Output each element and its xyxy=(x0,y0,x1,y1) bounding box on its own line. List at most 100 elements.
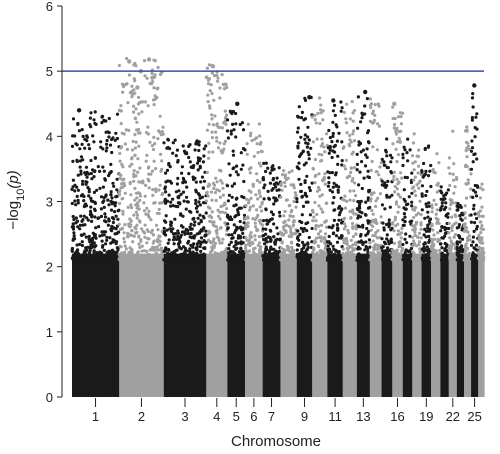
snp-point xyxy=(313,113,317,117)
snp-point xyxy=(128,225,132,229)
snp-point xyxy=(86,218,90,222)
snp-point xyxy=(106,198,110,202)
snp-point xyxy=(106,223,110,227)
snp-point xyxy=(264,257,268,262)
snp-point xyxy=(457,234,461,239)
snp-point xyxy=(290,245,294,250)
chromosome-15-points xyxy=(380,137,394,397)
snp-point xyxy=(151,147,156,152)
snp-point xyxy=(154,187,158,191)
snp-point xyxy=(122,255,126,259)
snp-point xyxy=(273,199,277,203)
snp-point xyxy=(167,248,171,252)
snp-point xyxy=(386,246,390,250)
snp-point xyxy=(246,122,250,126)
chromosome-17-points xyxy=(401,137,414,397)
snp-point xyxy=(155,87,159,91)
snp-point xyxy=(415,244,419,248)
snp-point xyxy=(119,104,123,108)
snp-point xyxy=(301,149,305,153)
snp-point xyxy=(393,127,397,131)
snp-point xyxy=(391,178,396,182)
snp-point xyxy=(151,245,155,249)
snp-point xyxy=(369,168,373,172)
snp-point xyxy=(419,221,423,225)
snp-point xyxy=(79,155,84,159)
snp-point xyxy=(128,91,132,95)
snp-point xyxy=(410,235,414,239)
snp-point xyxy=(196,253,200,257)
snp-point xyxy=(331,244,335,248)
snp-point xyxy=(112,201,116,205)
snp-point xyxy=(249,190,253,194)
chromosome-25-points xyxy=(469,92,480,397)
snp-point xyxy=(85,135,89,139)
x-tick-label: 19 xyxy=(419,409,433,424)
snp-point xyxy=(162,231,166,235)
chromosome-1-dense-points xyxy=(72,253,120,397)
snp-point xyxy=(184,227,188,231)
snp-point xyxy=(428,217,433,221)
snp-point xyxy=(337,131,341,135)
chromosome-6-dense-points xyxy=(245,253,264,397)
snp-point xyxy=(180,230,185,234)
snp-point xyxy=(350,221,355,226)
snp-point xyxy=(318,96,322,100)
snp-point xyxy=(153,246,157,250)
snp-point xyxy=(303,137,307,141)
snp-point xyxy=(116,217,120,221)
snp-point xyxy=(465,246,469,250)
snp-point xyxy=(211,239,216,243)
snp-point xyxy=(82,199,86,203)
snp-point xyxy=(99,214,104,218)
snp-point xyxy=(88,116,92,120)
snp-point xyxy=(228,173,232,177)
snp-point xyxy=(413,233,417,237)
snp-point xyxy=(328,136,332,140)
snp-point xyxy=(312,248,316,252)
snp-point xyxy=(393,249,397,253)
snp-point xyxy=(202,216,206,220)
snp-point xyxy=(147,186,151,190)
snp-point xyxy=(214,198,218,203)
snp-point xyxy=(297,105,301,109)
snp-point xyxy=(401,246,405,251)
snp-point xyxy=(342,222,347,226)
snp-point xyxy=(154,189,158,194)
snp-point xyxy=(404,203,409,207)
snp-point xyxy=(358,170,362,174)
snp-point xyxy=(216,146,221,150)
snp-point xyxy=(277,249,281,253)
snp-point xyxy=(214,176,218,180)
snp-point xyxy=(152,103,156,107)
snp-point xyxy=(403,251,407,255)
snp-point xyxy=(317,152,321,156)
snp-point xyxy=(268,171,272,175)
snp-point xyxy=(264,169,268,174)
snp-point xyxy=(366,131,370,135)
snp-point xyxy=(260,200,264,204)
snp-point xyxy=(248,208,252,212)
snp-point xyxy=(422,161,426,166)
snp-point xyxy=(328,144,332,149)
snp-point xyxy=(296,229,300,233)
chromosome-11-dense-points xyxy=(327,253,344,397)
snp-point xyxy=(132,88,136,92)
snp-point xyxy=(448,198,452,202)
snp-point xyxy=(307,153,311,157)
snp-point xyxy=(425,189,429,193)
snp-point xyxy=(389,240,394,244)
snp-point xyxy=(386,179,390,183)
snp-point xyxy=(171,232,175,236)
snp-point xyxy=(344,121,348,125)
snp-point xyxy=(427,201,431,205)
snp-point xyxy=(287,224,291,229)
snp-point xyxy=(254,193,258,197)
snp-point xyxy=(357,140,361,144)
snp-point xyxy=(254,136,259,140)
snp-point xyxy=(275,226,279,230)
snp-point xyxy=(303,117,307,121)
snp-point xyxy=(183,232,187,236)
snp-point xyxy=(225,207,229,211)
snp-point xyxy=(312,239,317,243)
